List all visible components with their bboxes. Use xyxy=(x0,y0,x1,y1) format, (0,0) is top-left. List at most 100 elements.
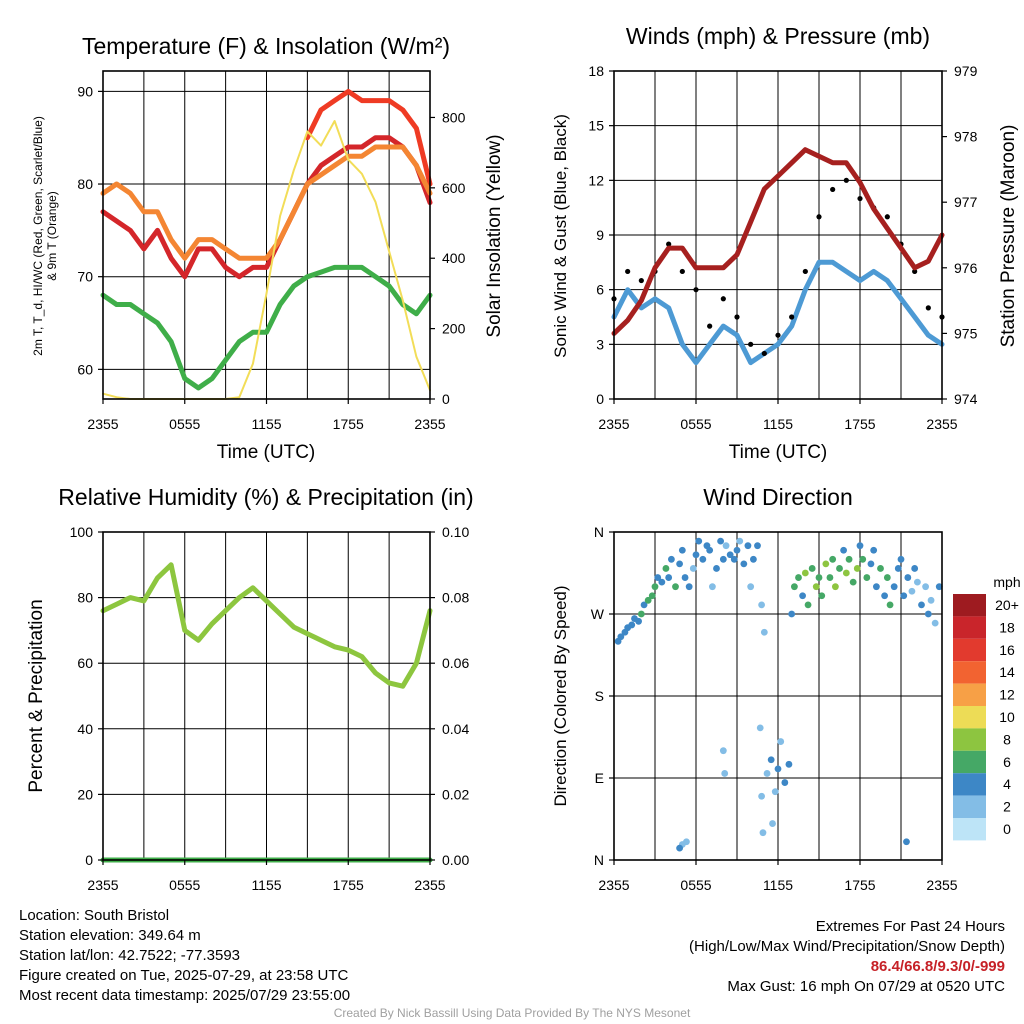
winds-title: Winds (mph) & Pressure (mb) xyxy=(626,23,930,49)
extremes-values: 86.4/66.8/9.3/0/-999 xyxy=(870,958,1005,975)
max-gust: Max Gust: 16 mph On 07/29 at 0520 UTC xyxy=(727,978,1005,995)
temperature-heat_index-line xyxy=(304,88,433,187)
winds-ylabel: Sonic Wind & Gust (Blue, Black) xyxy=(551,114,570,358)
wind-direction-point xyxy=(637,610,645,618)
wind-direction-point xyxy=(651,583,659,591)
wind-direction-point xyxy=(676,844,683,852)
winds-gust-point xyxy=(693,287,699,293)
wind-direction-point xyxy=(788,610,796,618)
wind-direction-point xyxy=(774,765,782,773)
figure-created: Figure created on Tue, 2025-07-29, at 23… xyxy=(19,967,349,984)
speed-legend-label: 18 xyxy=(999,619,1015,635)
wind-direction-point xyxy=(730,555,738,563)
temperature-y2tick-label: 400 xyxy=(442,250,466,266)
wind-direction-point xyxy=(856,542,864,550)
winds-xtick-label: 2355 xyxy=(598,416,629,432)
wind-direction-point xyxy=(756,724,764,732)
winds-panel: Winds (mph) & Pressure (mb) 2355 0555 1155… xyxy=(551,23,1019,463)
winds-y2label: Station Pressure (Maroon) xyxy=(998,125,1019,348)
wind-direction-point xyxy=(826,574,834,581)
wind-direction-point xyxy=(777,738,785,745)
speed-legend-swatch xyxy=(953,706,986,729)
wind-direction-point xyxy=(767,756,775,764)
wind-direction-point xyxy=(853,565,861,572)
temperature-xtick-label: 0555 xyxy=(169,416,200,432)
temperature-xlabel: Time (UTC) xyxy=(217,442,316,463)
wind-direction-point xyxy=(815,574,823,581)
extremes-title: Extremes For Past 24 Hours xyxy=(815,918,1005,935)
wind-direction-point xyxy=(628,621,636,629)
winds-gust-point xyxy=(816,214,822,220)
humidity-xtick-label: 1755 xyxy=(333,877,364,893)
speed-legend-label: 8 xyxy=(1003,731,1011,747)
station-latlon: Station lat/lon: 42.7522; -77.3593 xyxy=(19,947,241,964)
wind-direction-point xyxy=(617,633,625,641)
winds-ytick-label: 6 xyxy=(596,282,604,298)
wind-direction-point xyxy=(665,574,673,581)
wind-direction-point xyxy=(877,565,884,572)
wind-direction-point xyxy=(867,560,875,568)
temperature-xtick-label: 2355 xyxy=(414,416,445,432)
temperature-y2label: Solar Insolation (Yellow) xyxy=(484,134,505,337)
speed-legend-swatch xyxy=(953,795,986,818)
wind-direction-point xyxy=(799,592,806,600)
station-elevation: Station elevation: 349.64 m xyxy=(19,927,201,944)
temperature-ticks: 2355 0555 1155 1755 2355 60 70 80 90 0 200 400 600 80… xyxy=(77,83,465,432)
wind-direction-point xyxy=(922,583,929,591)
wind_direction-xtick-label: 2355 xyxy=(926,877,957,893)
winds-ytick-label: 15 xyxy=(588,118,604,134)
winds-ytick-label: 12 xyxy=(588,172,604,188)
wind-direction-point xyxy=(706,546,714,554)
wind_direction-ytick-label: N xyxy=(594,524,604,540)
winds-pressure-line xyxy=(611,147,945,336)
wind-direction-point xyxy=(791,583,798,591)
wind-direction-point xyxy=(719,555,727,563)
station-location: Location: South Bristol xyxy=(19,907,170,924)
humidity-xtick-label: 2355 xyxy=(414,877,445,893)
wind-direction-point xyxy=(769,820,776,827)
wind-direction-point xyxy=(840,546,847,554)
humidity-y2tick-label: 0.06 xyxy=(442,655,469,671)
winds-ytick-label: 3 xyxy=(596,336,604,352)
wind-direction-point xyxy=(771,788,779,796)
wind-direction-point xyxy=(692,551,700,559)
wind-direction-point xyxy=(924,610,932,618)
wind-direction-point xyxy=(914,578,921,586)
speed-legend-label: 0 xyxy=(1003,821,1011,837)
speed-legend-label: 16 xyxy=(999,642,1015,658)
humidity-xtick-label: 1155 xyxy=(251,877,281,893)
wind-direction-point xyxy=(842,569,850,577)
winds-gust-point xyxy=(857,195,863,202)
humidity-ylabel: Percent & Precipitation xyxy=(26,599,47,792)
winds-gust-point xyxy=(734,314,740,320)
humidity-y2tick-label: 0.10 xyxy=(442,524,469,540)
winds-xtick-label: 0555 xyxy=(680,416,711,432)
wind-direction-point xyxy=(685,583,693,591)
speed-legend-label: 14 xyxy=(999,664,1015,680)
wind-direction-point xyxy=(640,601,648,609)
winds-gust-point xyxy=(912,268,918,275)
temperature-xtick-label: 1155 xyxy=(251,416,281,432)
wind-direction-point xyxy=(717,537,724,545)
temperature-grid xyxy=(103,71,430,399)
winds-ticks: 2355 0555 1155 1755 2355 0 3 6 9 12 15 18 974 975 976 9… xyxy=(588,63,977,432)
wind-direction-panel: Wind Direction 2355 0555 1155 1755 2355 N E S W N… xyxy=(551,484,1021,893)
wind-direction-point xyxy=(900,592,908,600)
humidity-xtick-label: 2355 xyxy=(87,877,118,893)
wind-direction-point xyxy=(754,542,761,550)
winds-ytick-label: 18 xyxy=(588,63,604,79)
temperature-xtick-label: 1755 xyxy=(333,416,364,432)
wind-direction-point xyxy=(911,565,919,572)
wind-direction-point xyxy=(678,546,686,554)
wind-direction-point xyxy=(822,560,830,568)
temperature-y2tick-label: 200 xyxy=(442,321,466,337)
winds-gust-point xyxy=(625,268,631,275)
extremes-info: Extremes For Past 24 Hours (High/Low/Max… xyxy=(689,917,1005,997)
speed-legend-label: 12 xyxy=(999,687,1015,703)
wind-direction-point xyxy=(676,560,683,568)
temperature-title: Temperature (F) & Insolation (W/m²) xyxy=(82,33,450,59)
winds-xtick-label: 1755 xyxy=(844,416,875,432)
wind-direction-point xyxy=(759,829,767,837)
wind-direction-point xyxy=(808,565,816,572)
humidity-ticks: 2355 0555 1155 1755 2355 0 20 40 60 80 100 0.00 0.02… xyxy=(70,524,470,893)
